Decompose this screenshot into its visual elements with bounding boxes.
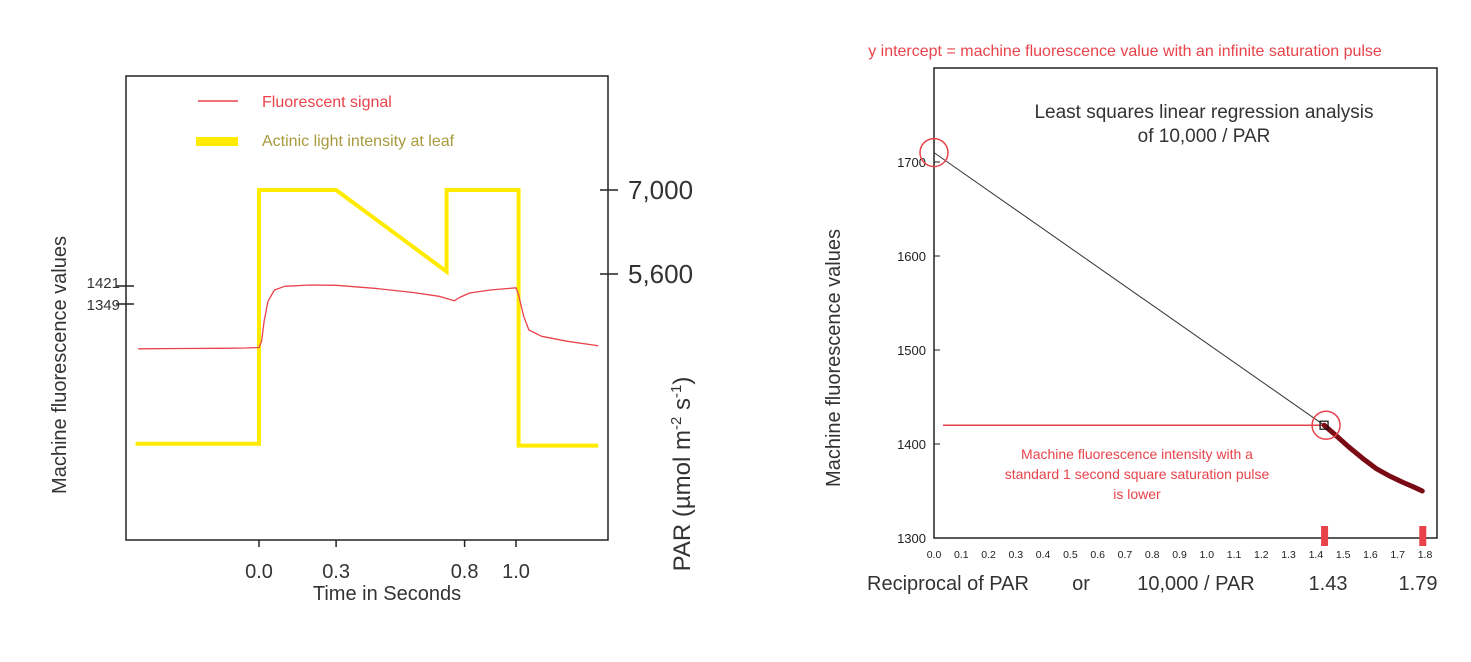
regression-x-tick-label-1: 0.1 <box>954 549 969 561</box>
regression-x-tick-label-7: 0.7 <box>1118 549 1133 561</box>
regression-x-tick-label-8: 0.8 <box>1145 549 1160 561</box>
legend-fluorescent-label: Fluorescent signal <box>262 94 392 111</box>
regression-y-tick-label-1: 1400 <box>897 437 926 452</box>
regression-x-tick-label-17: 1.7 <box>1390 549 1405 561</box>
par-label-exp1: -2 <box>668 417 685 430</box>
left-plot-frame <box>125 75 609 541</box>
regression-x-tick-label-5: 0.5 <box>1063 549 1078 561</box>
regression-y-tick-label-4: 1700 <box>897 155 926 170</box>
regression-x-tick-label-9: 0.9 <box>1172 549 1187 561</box>
regression-x-tick-label-11: 1.1 <box>1227 549 1242 561</box>
left-x-tick-label-2: 0.8 <box>451 561 479 583</box>
regression-x-tick-label-15: 1.5 <box>1336 549 1351 561</box>
regression-x-tick-label-2: 0.2 <box>981 549 996 561</box>
regression-line <box>933 152 1325 426</box>
regression-x-tick-label-4: 0.4 <box>1036 549 1051 561</box>
measured-data-curve <box>1321 422 1425 494</box>
par-label-main: PAR (µmol m <box>669 430 696 571</box>
actinic-light-series <box>135 188 599 448</box>
par-label-end: ) <box>669 377 696 385</box>
regression-title-line2: of 10,000 / PAR <box>1138 126 1271 147</box>
left-x-tick-label-1: 0.3 <box>322 561 350 583</box>
left-x-axis-label: Time in Seconds <box>313 583 461 605</box>
regression-x-tick-label-0: 0.0 <box>927 549 942 561</box>
right-par-tick-label-1: 5,600 <box>628 259 693 289</box>
regression-x-tick-label-18: 1.8 <box>1418 549 1433 561</box>
x-label-value-1-79: 1.79 <box>1399 573 1438 595</box>
x-axis-marker-1 <box>1419 526 1427 546</box>
x-label-reciprocal: Reciprocal of PAR <box>867 573 1029 595</box>
par-label-mid: s <box>669 398 696 417</box>
par-label-exp2: -1 <box>668 385 685 398</box>
right-y-axis-label: PAR (µmol m-2 s-1) <box>668 377 696 572</box>
right-par-tick-label-0: 7,000 <box>628 175 693 205</box>
x-label-10000-par: 10,000 / PAR <box>1137 573 1254 595</box>
time-course-chart: Fluorescent signal Actinic light intensi… <box>49 75 696 605</box>
regression-y-tick-label-2: 1500 <box>897 343 926 358</box>
annotation-line-1: Machine fluorescence intensity with a <box>1021 446 1253 462</box>
regression-x-tick-label-12: 1.2 <box>1254 549 1269 561</box>
intercept-highlight-circle <box>919 137 949 168</box>
left-x-tick-label-3: 1.0 <box>502 561 530 583</box>
x-axis-marker-0 <box>1321 526 1329 546</box>
left-y-tick-label-0: 1421 <box>87 275 120 292</box>
x-label-or: or <box>1072 573 1090 595</box>
fluorescent-signal-series <box>138 284 599 350</box>
regression-x-tick-label-6: 0.6 <box>1090 549 1105 561</box>
regression-y-tick-label-3: 1600 <box>897 249 926 264</box>
right-plot-frame <box>933 67 1438 539</box>
regression-x-tick-label-14: 1.4 <box>1309 549 1324 561</box>
left-y-axis-label: Machine fluorescence values <box>49 236 71 494</box>
regression-x-tick-label-16: 1.6 <box>1363 549 1378 561</box>
x-label-value-1-43: 1.43 <box>1309 573 1348 595</box>
regression-x-tick-label-13: 1.3 <box>1281 549 1296 561</box>
measured-point-highlight-circle <box>1311 410 1341 440</box>
regression-x-tick-label-3: 0.3 <box>1009 549 1024 561</box>
regression-chart: y intercept = machine fluorescence value… <box>823 43 1438 595</box>
regression-y-tick-label-0: 1300 <box>897 531 926 546</box>
left-x-tick-label-0: 0.0 <box>245 561 273 583</box>
annotation-line-3: is lower <box>1113 486 1161 502</box>
intercept-annotation: y intercept = machine fluorescence value… <box>868 43 1382 60</box>
legend-actinic-label: Actinic light intensity at leaf <box>262 133 455 150</box>
left-y-tick-label-1: 1349 <box>87 297 120 314</box>
legend-actinic-swatch <box>196 137 238 146</box>
annotation-line-2: standard 1 second square saturation puls… <box>1005 466 1270 482</box>
right-y-axis-label-fluor: Machine fluorescence values <box>823 229 845 487</box>
regression-x-tick-label-10: 1.0 <box>1199 549 1214 561</box>
regression-title-line1: Least squares linear regression analysis <box>1034 102 1373 123</box>
first-data-point-marker <box>1319 420 1329 430</box>
